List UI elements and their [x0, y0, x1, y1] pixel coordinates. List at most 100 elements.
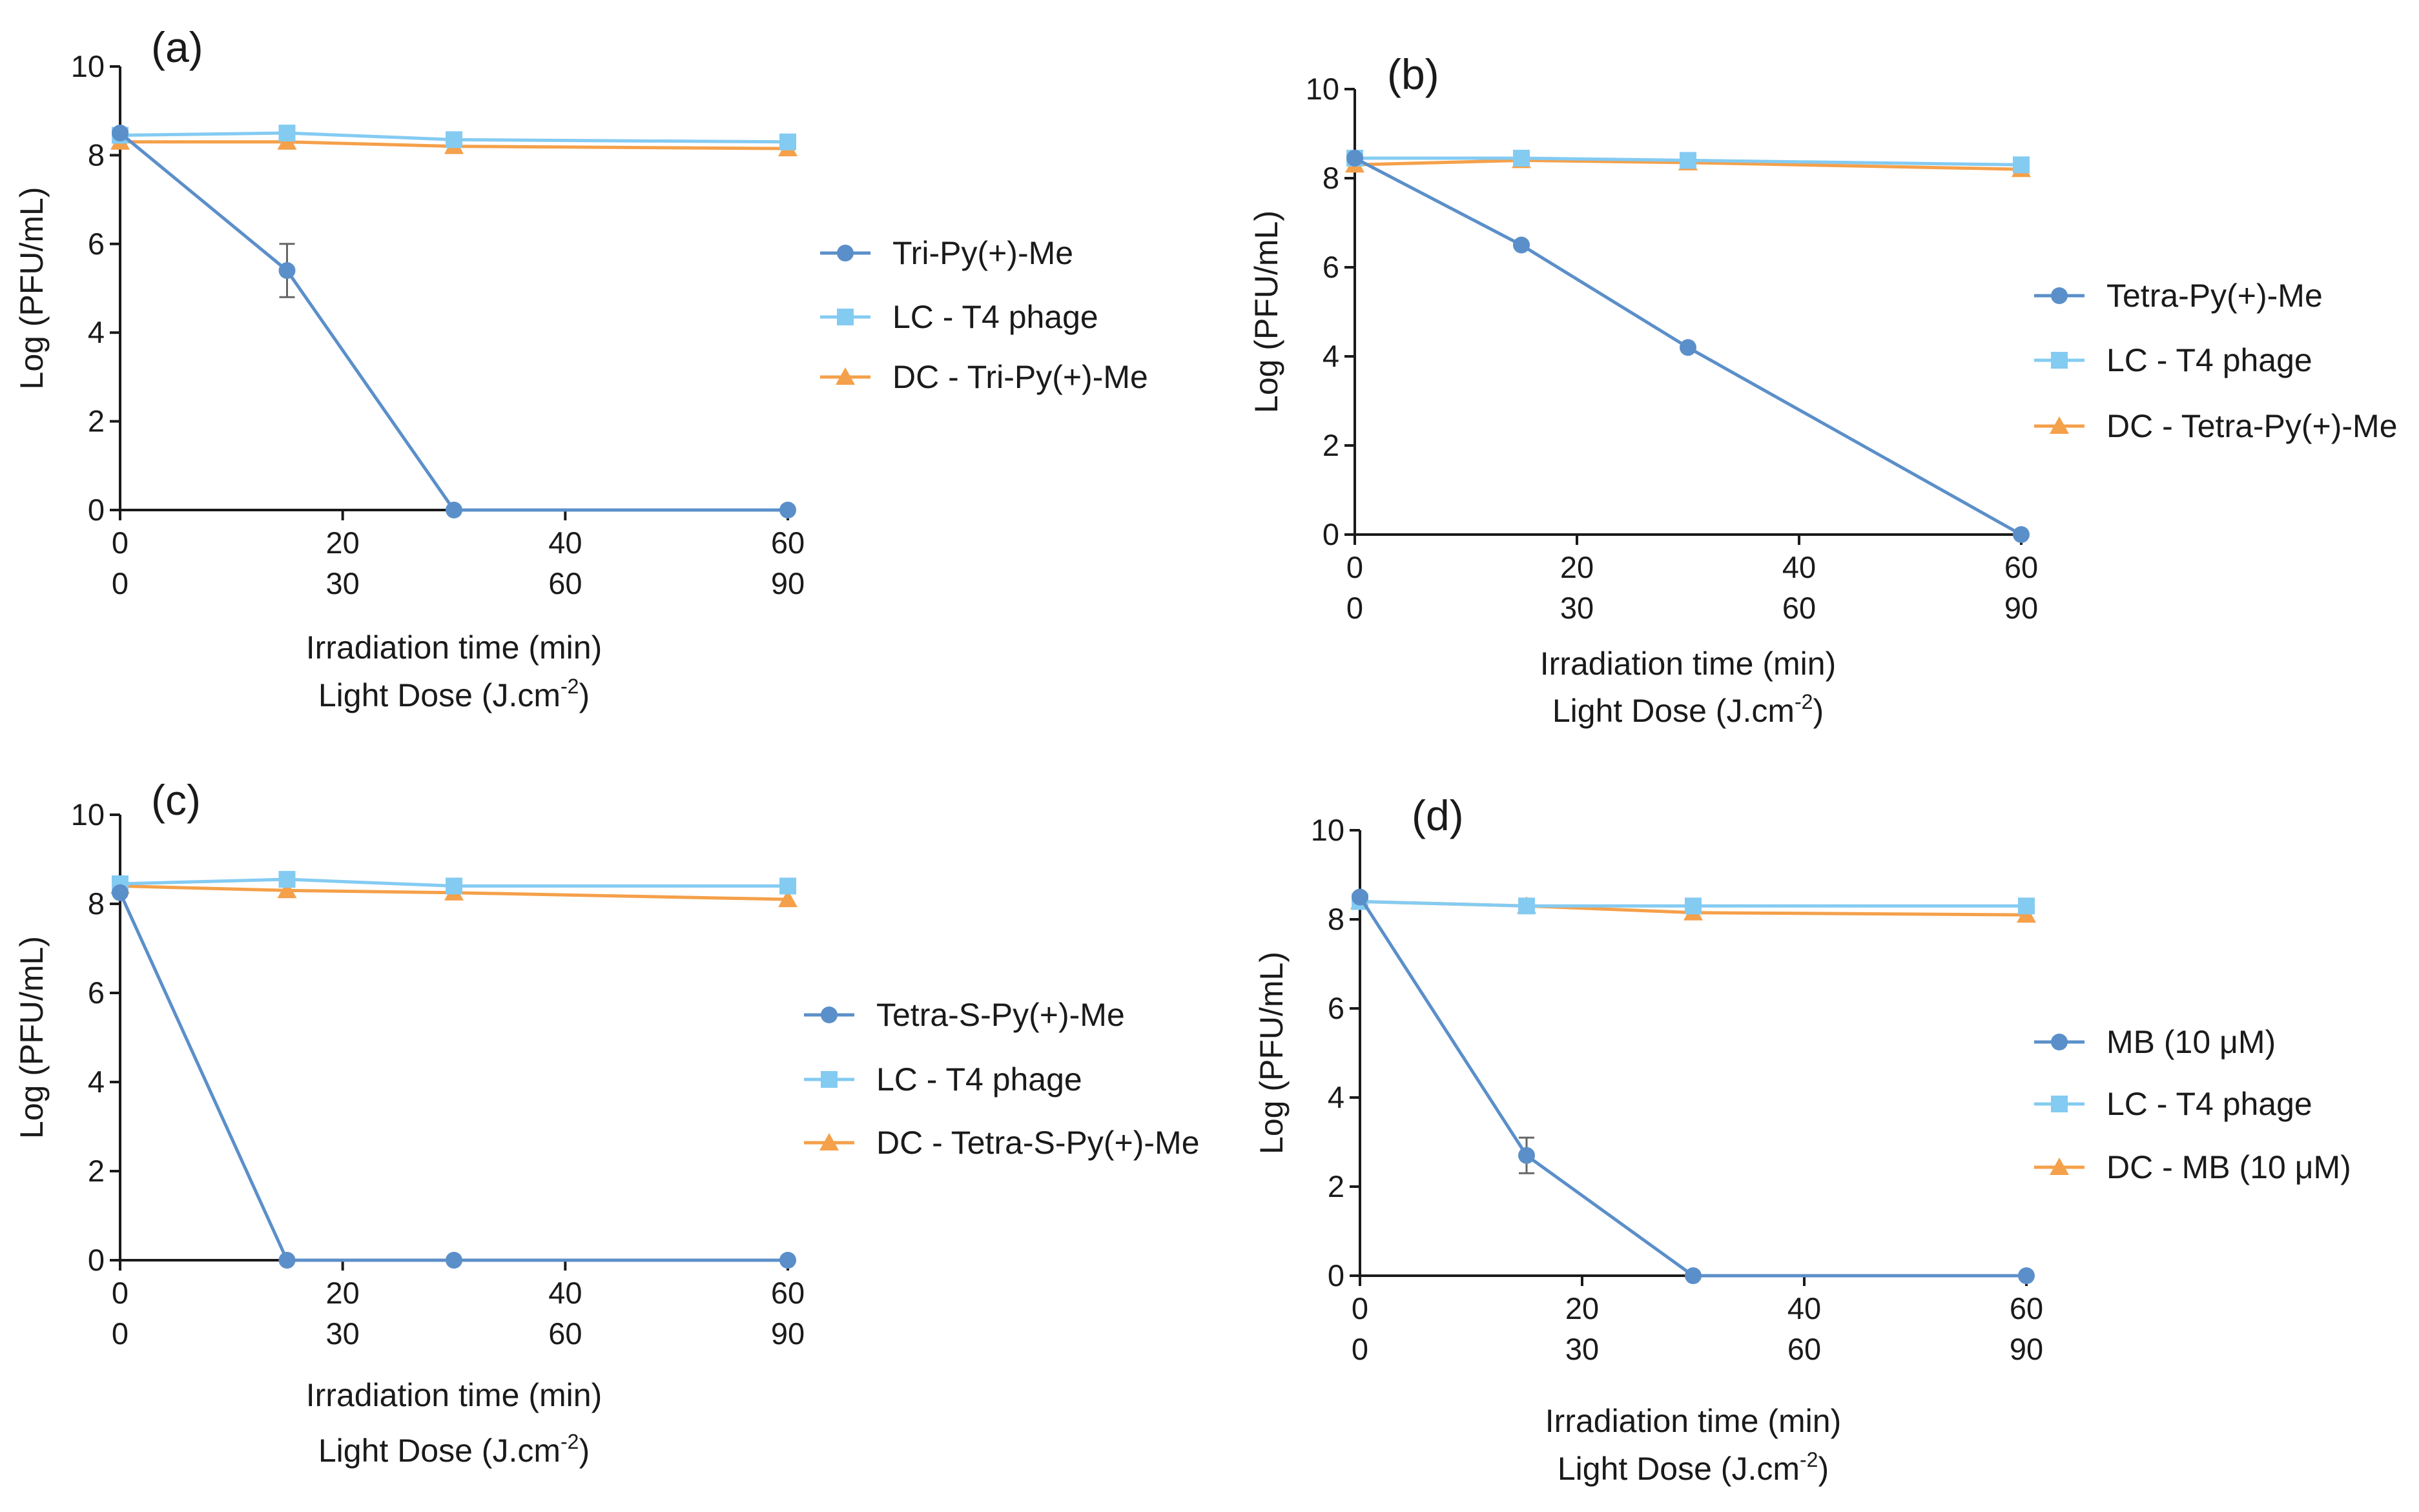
data-point [446, 1252, 462, 1269]
x-axis-title: Irradiation time (min) [306, 629, 602, 666]
x2-tick-label: 0 [1352, 1332, 1368, 1366]
series-circle [1352, 888, 2035, 1284]
series-line [119, 884, 788, 901]
legend-label: Tri-Py(+)-Me [892, 235, 1073, 271]
series-line [119, 131, 788, 144]
x-tick-label: 20 [1565, 1291, 1599, 1325]
x2-tick-label: 30 [1560, 591, 1594, 625]
legend-marker [837, 309, 854, 325]
x2-tick-label: 30 [326, 1316, 360, 1351]
legend-marker [2051, 1096, 2068, 1112]
legend-marker [2050, 416, 2069, 434]
legend-marker [2050, 1158, 2069, 1175]
y-tick-label: 6 [1328, 991, 1344, 1025]
data-point [2013, 156, 2030, 174]
y-tick-label: 0 [88, 1243, 105, 1277]
y-tick-label: 6 [88, 976, 105, 1010]
legend: Tetra-S-Py(+)-Me LC - T4 phage DC - Tetra-… [804, 997, 1200, 1161]
y-tick-label: 8 [1328, 902, 1344, 936]
legend-marker [2051, 352, 2068, 369]
series-line [1355, 156, 2022, 167]
y-axis-title: Log (PFU/mL) [1248, 210, 1284, 413]
y-tick-label: 2 [1328, 1169, 1344, 1203]
x2-tick-label: 90 [771, 1316, 805, 1351]
y-tick-label: 6 [88, 227, 105, 261]
x-tick-label: 0 [1346, 550, 1363, 584]
x-tick-label: 0 [112, 526, 129, 560]
x2-axis-title: Light Dose (J.cm-2) [318, 1430, 590, 1469]
x2-tick-label: 60 [1787, 1332, 1821, 1366]
legend-marker [2051, 1034, 2068, 1050]
x-tick-label: 0 [112, 1276, 129, 1310]
y-tick-label: 4 [88, 1065, 105, 1099]
legend-label: LC - T4 phage [2106, 1086, 2312, 1122]
legend-marker [2051, 287, 2068, 304]
y-tick-label: 2 [1323, 428, 1339, 462]
panel-label: (b) [1387, 50, 1439, 98]
data-point [278, 1252, 296, 1269]
data-point [277, 881, 297, 899]
legend-marker [821, 1071, 838, 1088]
x2-axis-title: Light Dose (J.cm-2) [1552, 690, 1824, 729]
series-line [1354, 156, 2023, 536]
y-tick-label: 4 [1328, 1080, 1344, 1114]
series-line [1359, 899, 2026, 908]
x-tick-label: 0 [1352, 1291, 1368, 1325]
data-point [446, 877, 462, 895]
series-line [1354, 158, 2022, 171]
y-tick-label: 4 [1323, 339, 1339, 373]
data-point [2018, 1267, 2035, 1284]
data-point [1680, 152, 1696, 169]
y-tick-label: 10 [1311, 813, 1344, 847]
x-tick-label: 60 [771, 1276, 805, 1310]
data-point [1518, 1147, 1535, 1164]
y-tick-label: 8 [1323, 161, 1339, 195]
legend-label: LC - T4 phage [892, 299, 1098, 335]
x2-tick-label: 90 [2004, 591, 2038, 625]
series-circle [112, 884, 796, 1269]
series-square [112, 871, 796, 895]
x-tick-label: 40 [1782, 550, 1816, 584]
x2-tick-label: 0 [1346, 591, 1363, 625]
data-point [1518, 897, 1535, 915]
y-tick-label: 8 [88, 886, 105, 921]
x-tick-label: 60 [771, 526, 805, 560]
y-axis-title: Log (PFU/mL) [1253, 952, 1290, 1154]
data-point [1680, 339, 1696, 356]
x2-tick-label: 0 [112, 1316, 129, 1351]
x2-tick-label: 60 [1782, 591, 1816, 625]
legend: Tetra-Py(+)-Me LC - T4 phage DC - Tetra-Py… [2034, 278, 2398, 444]
data-point [278, 262, 296, 280]
x-axis-title: Irradiation time (min) [306, 1377, 602, 1413]
x2-tick-label: 90 [2010, 1332, 2043, 1366]
data-point [1685, 1267, 1702, 1284]
x-tick-label: 60 [2010, 1291, 2043, 1325]
panel-label: (c) [151, 776, 201, 824]
x-tick-label: 20 [326, 526, 360, 560]
data-point [1513, 149, 1530, 167]
y-tick-label: 0 [1328, 1258, 1344, 1292]
legend-label: DC - Tetra-Py(+)-Me [2106, 408, 2398, 444]
data-point [779, 877, 796, 895]
y-tick-label: 10 [1306, 72, 1339, 106]
panel-label: (d) [1412, 792, 1464, 839]
series-line [1358, 896, 2026, 1278]
y-tick-label: 8 [88, 138, 105, 172]
data-point [1346, 149, 1363, 167]
legend-label: LC - T4 phage [876, 1061, 1082, 1098]
legend-label: DC - MB (10 μM) [2106, 1149, 2351, 1185]
legend-label: LC - T4 phage [2106, 342, 2312, 378]
y-tick-label: 2 [88, 404, 105, 438]
x-axis-title: Irradiation time (min) [1540, 646, 1836, 682]
data-point [2018, 897, 2035, 915]
legend-label: Tetra-Py(+)-Me [2106, 278, 2323, 314]
data-point [446, 502, 462, 518]
y-axis-title: Log (PFU/mL) [14, 187, 50, 390]
data-point [1352, 888, 1368, 906]
legend-label: MB (10 μM) [2106, 1024, 2276, 1060]
data-point [778, 890, 798, 908]
legend-label: DC - Tri-Py(+)-Me [892, 359, 1148, 395]
legend-label: DC - Tetra-S-Py(+)-Me [876, 1125, 1200, 1161]
